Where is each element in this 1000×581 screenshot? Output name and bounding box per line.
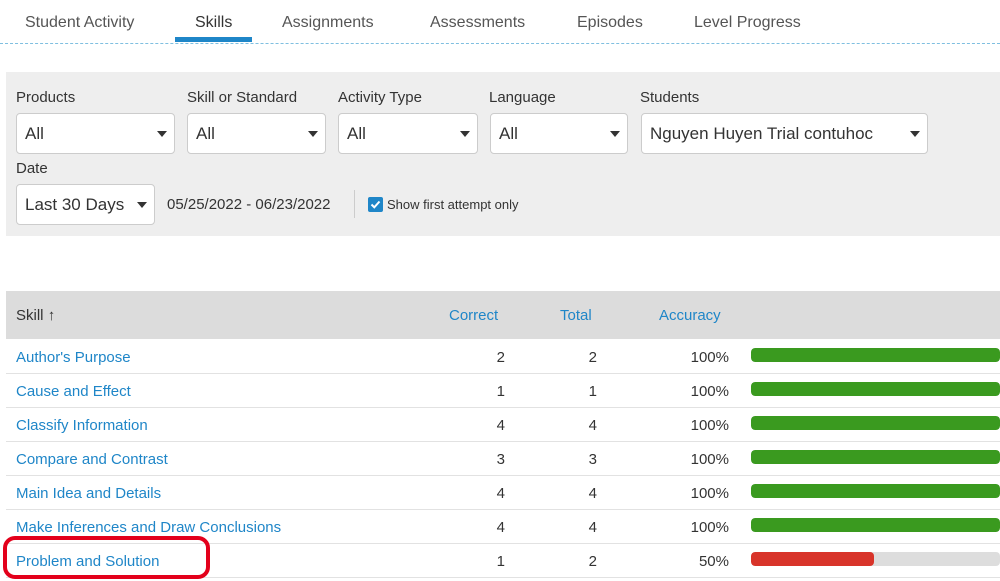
table-row: Compare and Contrast 3 3 100% (6, 442, 1000, 476)
total-value: 2 (588, 553, 597, 570)
accuracy-value: 100% (690, 485, 729, 502)
tab-episodes[interactable]: Episodes (577, 14, 643, 31)
accuracy-value: 100% (690, 349, 729, 366)
accuracy-column-header[interactable]: Accuracy (659, 307, 721, 324)
skill-standard-select[interactable]: All (187, 113, 326, 154)
total-column-header[interactable]: Total (560, 307, 592, 324)
accuracy-bar-fill (751, 382, 1000, 396)
accuracy-bar (751, 382, 1000, 396)
chevron-down-icon (157, 131, 167, 137)
products-label: Products (16, 89, 76, 106)
chevron-down-icon (460, 131, 470, 137)
skill-link[interactable]: Author's Purpose (16, 349, 131, 366)
tab-skills[interactable]: Skills (195, 14, 233, 31)
accuracy-value: 100% (690, 417, 729, 434)
accuracy-value: 100% (690, 451, 729, 468)
skill-link[interactable]: Classify Information (16, 417, 148, 434)
activity-type-label: Activity Type (338, 89, 422, 106)
correct-value: 1 (496, 553, 505, 570)
accuracy-value: 100% (690, 383, 729, 400)
total-value: 4 (588, 485, 597, 502)
skill-standard-value: All (196, 124, 215, 143)
students-select[interactable]: Nguyen Huyen Trial contuhoc (641, 113, 928, 154)
correct-value: 4 (496, 417, 505, 434)
skills-table-header: Skill ↑ Correct Total Accuracy (6, 291, 1000, 339)
activity-type-select[interactable]: All (338, 113, 478, 154)
tab-assignments[interactable]: Assignments (282, 14, 374, 31)
table-row: Make Inferences and Draw Conclusions 4 4 10… (6, 510, 1000, 544)
total-value: 3 (588, 451, 597, 468)
products-select[interactable]: All (16, 113, 175, 154)
accuracy-bar-fill (751, 348, 1000, 362)
skill-link[interactable]: Problem and Solution (16, 553, 160, 570)
skill-link[interactable]: Cause and Effect (16, 383, 131, 400)
correct-value: 1 (496, 383, 505, 400)
tab-level-progress[interactable]: Level Progress (694, 14, 801, 31)
accuracy-bar (751, 518, 1000, 532)
accuracy-bar-fill (751, 518, 1000, 532)
correct-value: 2 (496, 349, 505, 366)
students-label: Students (640, 89, 700, 106)
table-row: Problem and Solution 1 2 50% (6, 544, 1000, 578)
correct-column-header[interactable]: Correct (449, 307, 499, 324)
accuracy-bar (751, 348, 1000, 362)
correct-value: 4 (496, 485, 505, 502)
accuracy-bar-fill (751, 416, 1000, 430)
skill-column-header[interactable]: Skill ↑ (16, 307, 55, 324)
active-tab-indicator (175, 37, 252, 42)
total-value: 1 (588, 383, 597, 400)
skill-standard-label: Skill or Standard (187, 89, 298, 106)
accuracy-bar (751, 484, 1000, 498)
total-value: 4 (588, 417, 597, 434)
table-row: Classify Information 4 4 100% (6, 408, 1000, 442)
chevron-down-icon (610, 131, 620, 137)
accuracy-value: 100% (690, 519, 729, 536)
date-label: Date (16, 160, 48, 177)
date-select[interactable]: Last 30 Days (16, 184, 155, 225)
table-row: Main Idea and Details 4 4 100% (6, 476, 1000, 510)
accuracy-bar-fill (751, 484, 1000, 498)
chevron-down-icon (910, 131, 920, 137)
chevron-down-icon (137, 202, 147, 208)
skill-header-label: Skill (16, 307, 44, 324)
language-select[interactable]: All (490, 113, 628, 154)
accuracy-bar (751, 450, 1000, 464)
date-value: Last 30 Days (25, 195, 125, 214)
accuracy-value: 50% (698, 553, 729, 570)
tab-assessments[interactable]: Assessments (430, 14, 526, 31)
language-label: Language (489, 89, 556, 106)
activity-type-value: All (347, 124, 366, 143)
date-range-text: 05/25/2022 - 06/23/2022 (167, 196, 331, 213)
accuracy-bar-fill (751, 552, 875, 566)
total-value: 2 (588, 349, 597, 366)
skill-link[interactable]: Make Inferences and Draw Conclusions (16, 519, 282, 536)
products-value: All (25, 124, 44, 143)
table-row: Cause and Effect 1 1 100% (6, 374, 1000, 408)
tab-student-activity[interactable]: Student Activity (25, 14, 135, 31)
first-attempt-label[interactable]: Show first attempt only (387, 197, 519, 212)
divider (354, 190, 355, 218)
check-icon (370, 200, 381, 209)
accuracy-bar-fill (751, 450, 1000, 464)
skill-link[interactable]: Main Idea and Details (16, 485, 162, 502)
filters-panel: Products All Skill or Standard All Activ… (6, 72, 1000, 236)
total-value: 4 (588, 519, 597, 536)
correct-value: 4 (496, 519, 505, 536)
chevron-down-icon (308, 131, 318, 137)
language-value: All (499, 124, 518, 143)
report-tabs: Student Activity Skills Assignments Asse… (0, 0, 1000, 44)
correct-value: 3 (496, 451, 505, 468)
students-value: Nguyen Huyen Trial contuhoc (650, 124, 874, 143)
sort-arrow-up-icon: ↑ (47, 307, 56, 324)
accuracy-bar (751, 416, 1000, 430)
table-row: Author's Purpose 2 2 100% (6, 340, 1000, 374)
accuracy-bar (751, 552, 1000, 566)
first-attempt-checkbox[interactable] (368, 197, 383, 212)
skill-link[interactable]: Compare and Contrast (16, 451, 168, 468)
